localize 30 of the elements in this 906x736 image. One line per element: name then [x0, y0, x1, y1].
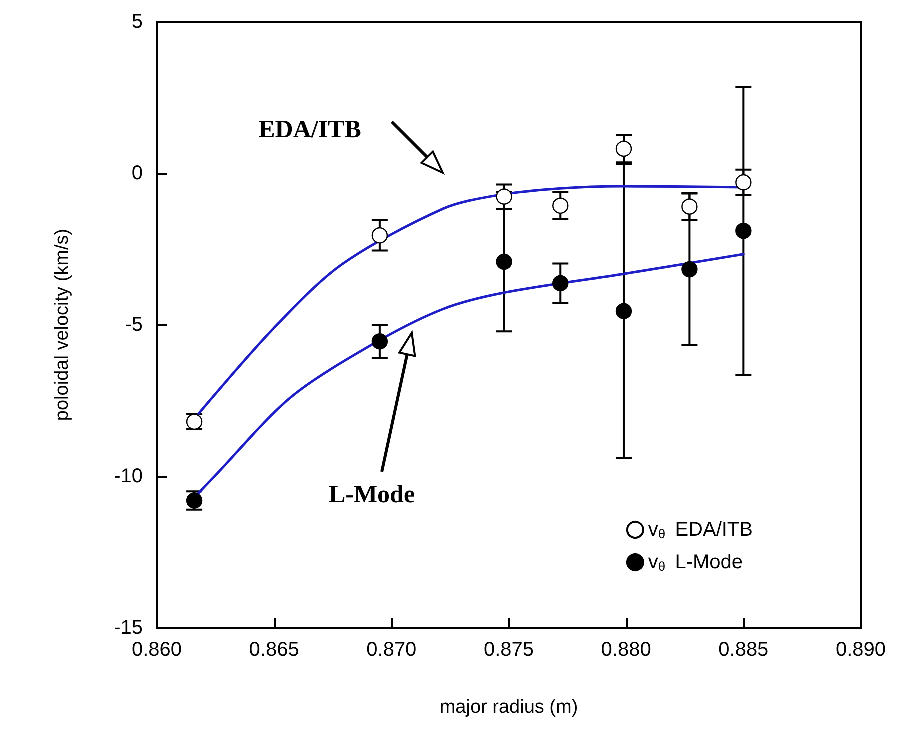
- y-tick-label: -15: [114, 617, 143, 639]
- x-tick-label: 0.865: [249, 639, 300, 661]
- x-tick-label: 0.860: [132, 639, 182, 661]
- y-axis-title: poloidal velocity (km/s): [52, 228, 73, 422]
- y-tick-label: -10: [114, 466, 143, 488]
- annotation: EDA/ITB: [258, 116, 362, 144]
- point: [616, 140, 632, 158]
- point: [736, 222, 752, 240]
- y-tick-label: 0: [132, 162, 143, 184]
- point: [496, 188, 512, 205]
- legend-label: vθ EDA/ITB: [648, 519, 754, 542]
- point: [552, 275, 569, 292]
- point: [682, 198, 698, 215]
- x-tick-label: 0.870: [366, 639, 417, 661]
- x-axis-title: major radius (m): [440, 697, 578, 718]
- annotation: L-Mode: [328, 482, 416, 508]
- point: [552, 198, 569, 214]
- point: [496, 254, 512, 270]
- y-tick-label: -5: [125, 314, 143, 336]
- point: [682, 261, 698, 278]
- x-tick-label: 0.885: [718, 639, 769, 661]
- point: [372, 334, 388, 350]
- x-tick-label: 0.890: [836, 639, 886, 661]
- x-tick-label: 0.880: [601, 639, 652, 661]
- point: [736, 174, 752, 191]
- x-tick-label: 0.875: [484, 639, 534, 661]
- legend-label: vθ L-Mode: [648, 552, 744, 574]
- point: [616, 303, 632, 320]
- point: [372, 228, 388, 244]
- y-tick-label: 5: [132, 11, 143, 33]
